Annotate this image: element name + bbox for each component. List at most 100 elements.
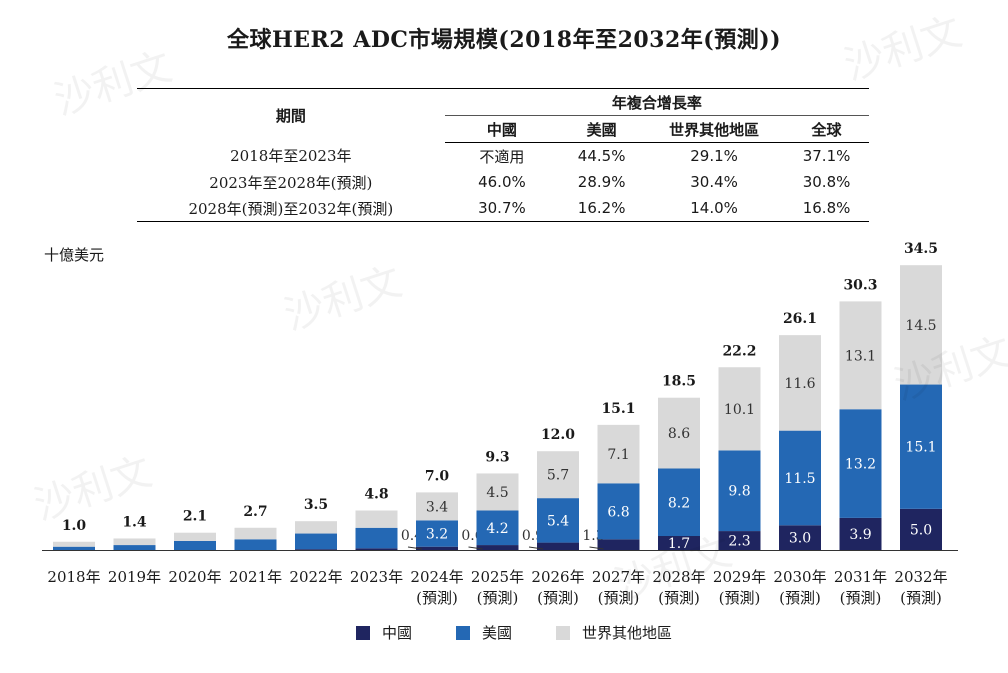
bar-segment (355, 510, 398, 528)
bar-segment (537, 542, 579, 550)
x-tick-label: 2023年 (350, 568, 403, 586)
data-label: 7.1 (607, 447, 629, 463)
bar-segment (839, 301, 882, 410)
value-cell: 16.8% (802, 199, 851, 217)
data-label: 5.0 (910, 522, 932, 538)
leader-line (407, 546, 423, 550)
x-tick-label: 2027年 (592, 568, 645, 586)
bar-segment (295, 533, 337, 550)
x-tick-sublabel: (預測) (598, 589, 640, 607)
x-tick-sublabel: (預測) (779, 589, 821, 607)
cagr-table: 期間 年複合增長率 中國 美國 世界其他地區 全球 2018年至2023年 不適… (137, 88, 869, 222)
bar-segment (416, 520, 458, 547)
bar-segment (839, 517, 882, 550)
data-label: 10.1 (724, 402, 755, 418)
table-row: 2028年(預測)至2032年(預測) 30.7% 16.2% 14.0% 16… (137, 195, 869, 222)
x-tick-label: 2018年 (47, 568, 100, 586)
data-label: 3.4 (426, 499, 448, 515)
value-cell: 14.0% (690, 199, 738, 217)
total-label: 3.5 (304, 497, 328, 513)
bar-segment (839, 409, 882, 518)
total-label: 26.1 (783, 311, 817, 327)
x-tick-sublabel: (預測) (658, 589, 700, 607)
bar-segment (658, 468, 700, 537)
bar-segment (900, 508, 942, 550)
bar-segment (779, 430, 821, 526)
period-header: 期間 (275, 107, 306, 126)
bar-segment (718, 450, 761, 532)
x-tick-label: 2022年 (289, 568, 342, 586)
bar-segment (537, 451, 579, 499)
value-cell: 不適用 (479, 147, 525, 166)
bar-segment (295, 549, 337, 550)
value-cell: 30.7% (478, 199, 526, 217)
total-label: 2.1 (183, 509, 207, 525)
x-tick-sublabel: (預測) (840, 589, 882, 607)
region-header-china: 中國 (444, 115, 560, 143)
legend-item-rest-of-world: 世界其他地區 (556, 622, 672, 643)
legend-swatch-china (356, 625, 370, 640)
data-label: 1.7 (668, 536, 690, 552)
bar-segment (174, 532, 216, 541)
data-label: 14.5 (905, 318, 936, 334)
data-label: 15.1 (905, 440, 936, 456)
chart-title: 全球HER2 ADC市場規模(2018年至2032年(預測)) (226, 27, 782, 53)
value-cell: 30.4% (690, 173, 738, 191)
legend-swatch-us (456, 625, 471, 640)
total-label: 4.8 (364, 486, 388, 502)
total-label: 12.0 (541, 427, 575, 443)
data-label: 3.0 (789, 531, 811, 547)
total-label: 1.4 (122, 514, 147, 530)
bar-segment (174, 540, 216, 550)
bar-segment (597, 539, 640, 550)
legend-label-rest-of-world: 世界其他地區 (582, 624, 673, 642)
data-label: 11.6 (784, 376, 815, 392)
x-tick-label: 2026年 (531, 568, 584, 586)
bar-segment (416, 546, 458, 550)
data-label: 8.6 (668, 426, 690, 442)
data-label: 11.5 (784, 471, 815, 487)
x-tick-sublabel: (預測) (719, 589, 761, 607)
legend-label-china: 中國 (382, 624, 413, 642)
table-row: 2023年至2028年(預測) 46.0% 28.9% 30.4% 30.8% (137, 169, 869, 195)
data-label: 5.4 (547, 513, 569, 529)
value-cell: 37.1% (802, 147, 851, 165)
bar-segment (900, 384, 942, 509)
chart-legend: 中國 美國 世界其他地區 (356, 622, 716, 643)
bar-segment (658, 536, 700, 550)
total-label: 18.5 (662, 374, 696, 390)
data-label: 9.8 (728, 484, 750, 500)
legend-item-china: 中國 (356, 622, 412, 643)
x-tick-sublabel: (預測) (537, 589, 579, 607)
region-header-global: 全球 (784, 115, 869, 143)
x-tick-label: 2029年 (713, 568, 766, 586)
data-label: 13.1 (845, 348, 876, 364)
data-label: 3.9 (849, 527, 871, 543)
value-cell: 30.8% (802, 173, 851, 191)
x-tick-label: 2024年 (410, 568, 463, 586)
region-header-us: 美國 (559, 115, 645, 143)
data-label: 8.2 (668, 495, 690, 511)
data-label: 2.3 (728, 534, 750, 550)
region-header-row: 世界其他地區 (644, 115, 785, 143)
total-label: 30.3 (843, 277, 877, 293)
x-tick-label: 2032年 (894, 568, 947, 586)
bar-segment (234, 539, 277, 550)
value-cell: 44.5% (577, 147, 626, 165)
watermark: 沙利文 (49, 44, 177, 125)
bar-segment (234, 527, 277, 540)
cagr-header: 年複合增長率 (611, 93, 702, 112)
leader-line (468, 546, 483, 550)
data-label: 4.5 (486, 485, 508, 501)
total-label: 34.5 (904, 241, 938, 257)
bar-segment (113, 545, 156, 550)
leader-line (589, 546, 604, 550)
x-tick-label: 2031年 (834, 568, 887, 586)
watermark: 沙利文 (279, 259, 407, 340)
watermark: 沙利文 (839, 9, 967, 90)
x-tick-label: 2030年 (773, 568, 826, 586)
x-tick-label: 2028年 (652, 568, 705, 586)
bar-segment (53, 546, 95, 550)
bar-segment (355, 527, 398, 549)
x-tick-sublabel: (預測) (477, 589, 519, 607)
